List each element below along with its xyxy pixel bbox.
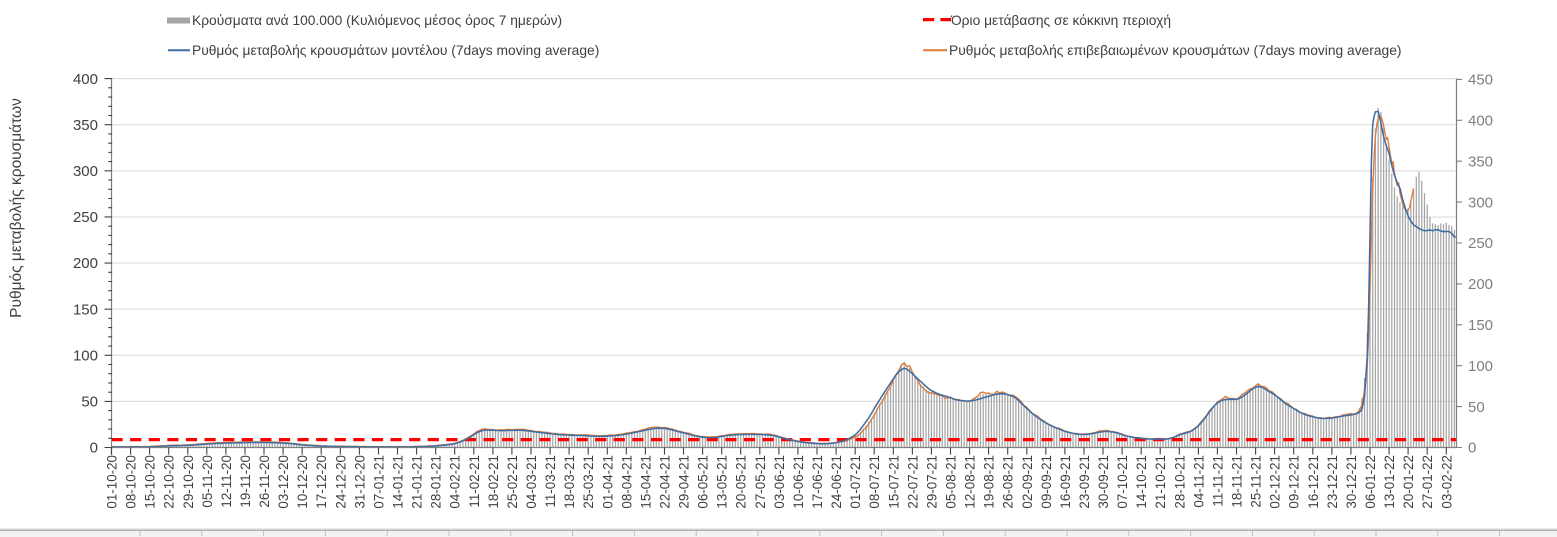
svg-text:11-03-21: 11-03-21 — [543, 455, 558, 508]
svg-text:20-01-22: 20-01-22 — [1401, 455, 1416, 509]
svg-text:Ρυθμός μεταβολής κρουσμάτων: Ρυθμός μεταβολής κρουσμάτων — [8, 98, 25, 318]
svg-text:22-10-20: 22-10-20 — [162, 455, 177, 509]
svg-text:07-01-21: 07-01-21 — [372, 455, 387, 509]
svg-text:50: 50 — [81, 394, 98, 411]
svg-text:01-10-20: 01-10-20 — [105, 455, 120, 509]
svg-text:05-08-21: 05-08-21 — [944, 455, 959, 509]
svg-text:24-12-20: 24-12-20 — [333, 455, 348, 509]
svg-text:02-09-21: 02-09-21 — [1020, 455, 1035, 509]
svg-text:04-11-21: 04-11-21 — [1191, 455, 1206, 508]
svg-text:24-06-21: 24-06-21 — [829, 455, 844, 509]
svg-text:05-11-20: 05-11-20 — [200, 455, 215, 508]
svg-text:29-04-21: 29-04-21 — [677, 455, 692, 509]
svg-text:27-05-21: 27-05-21 — [753, 455, 768, 509]
svg-text:150: 150 — [1468, 317, 1493, 334]
svg-text:25-02-21: 25-02-21 — [505, 455, 520, 509]
svg-text:09-09-21: 09-09-21 — [1039, 455, 1054, 509]
svg-text:15-07-21: 15-07-21 — [886, 455, 901, 509]
svg-text:50: 50 — [1468, 399, 1485, 416]
svg-text:16-12-21: 16-12-21 — [1306, 455, 1321, 509]
svg-text:300: 300 — [73, 163, 98, 180]
svg-text:11-11-21: 11-11-21 — [1210, 455, 1225, 507]
svg-text:22-07-21: 22-07-21 — [905, 455, 920, 509]
svg-text:18-03-21: 18-03-21 — [562, 455, 577, 509]
svg-text:03-06-21: 03-06-21 — [772, 455, 787, 509]
svg-text:02-12-21: 02-12-21 — [1268, 455, 1283, 509]
svg-text:25-03-21: 25-03-21 — [581, 455, 596, 509]
svg-text:10-12-20: 10-12-20 — [295, 455, 310, 509]
svg-text:29-10-20: 29-10-20 — [181, 455, 196, 509]
svg-text:400: 400 — [1468, 113, 1493, 130]
svg-text:17-12-20: 17-12-20 — [314, 455, 329, 509]
svg-text:15-10-20: 15-10-20 — [143, 455, 158, 509]
svg-text:100: 100 — [73, 348, 98, 365]
svg-text:08-07-21: 08-07-21 — [867, 455, 882, 509]
svg-text:27-01-22: 27-01-22 — [1420, 455, 1435, 509]
svg-text:30-12-21: 30-12-21 — [1344, 455, 1359, 509]
svg-text:01-04-21: 01-04-21 — [600, 455, 615, 509]
svg-text:28-10-21: 28-10-21 — [1172, 455, 1187, 509]
svg-text:23-12-21: 23-12-21 — [1325, 455, 1340, 509]
svg-text:100: 100 — [1468, 358, 1493, 375]
svg-text:350: 350 — [1468, 153, 1493, 170]
svg-text:13-05-21: 13-05-21 — [715, 455, 730, 509]
svg-text:Κρούσματα ανά 100.000 (Κυλιόμε: Κρούσματα ανά 100.000 (Κυλιόμενος μέσος … — [192, 13, 562, 28]
svg-text:14-10-21: 14-10-21 — [1134, 455, 1149, 509]
svg-text:31-12-20: 31-12-20 — [352, 455, 367, 509]
svg-text:16-09-21: 16-09-21 — [1058, 455, 1073, 509]
svg-text:Όριο μετάβασης σε κόκκινη περι: Όριο μετάβασης σε κόκκινη περιοχή — [950, 13, 1171, 28]
svg-text:22-04-21: 22-04-21 — [658, 455, 673, 509]
svg-text:Ρυθμός μεταβολής επιβεβαιωμένω: Ρυθμός μεταβολής επιβεβαιωμένων κρουσμάτ… — [949, 43, 1402, 58]
svg-text:11-02-21: 11-02-21 — [467, 455, 482, 508]
svg-text:18-02-21: 18-02-21 — [486, 455, 501, 509]
svg-text:21-10-21: 21-10-21 — [1153, 455, 1168, 509]
svg-text:30-09-21: 30-09-21 — [1096, 455, 1111, 509]
svg-text:13-01-22: 13-01-22 — [1382, 455, 1397, 509]
svg-text:28-01-21: 28-01-21 — [429, 455, 444, 509]
svg-text:Ρυθμός μεταβολής κρουσμάτων μο: Ρυθμός μεταβολής κρουσμάτων μοντέλου (7d… — [192, 43, 599, 58]
svg-text:12-11-20: 12-11-20 — [219, 455, 234, 508]
svg-text:04-02-21: 04-02-21 — [448, 455, 463, 509]
svg-text:200: 200 — [73, 255, 98, 272]
svg-text:200: 200 — [1468, 276, 1493, 293]
svg-text:29-07-21: 29-07-21 — [924, 455, 939, 509]
svg-text:19-08-21: 19-08-21 — [982, 455, 997, 509]
svg-text:12-08-21: 12-08-21 — [963, 455, 978, 509]
svg-text:21-01-21: 21-01-21 — [410, 455, 425, 509]
svg-text:08-10-20: 08-10-20 — [124, 455, 139, 509]
svg-text:14-01-21: 14-01-21 — [391, 455, 406, 509]
svg-text:15-04-21: 15-04-21 — [638, 455, 653, 509]
svg-text:25-11-21: 25-11-21 — [1249, 455, 1264, 508]
svg-text:23-09-21: 23-09-21 — [1077, 455, 1092, 509]
svg-text:26-11-20: 26-11-20 — [257, 455, 272, 508]
svg-text:350: 350 — [73, 117, 98, 134]
svg-text:19-11-20: 19-11-20 — [238, 455, 253, 508]
svg-text:03-02-22: 03-02-22 — [1439, 455, 1454, 509]
svg-text:17-06-21: 17-06-21 — [810, 455, 825, 509]
svg-text:20-05-21: 20-05-21 — [734, 455, 749, 509]
svg-text:26-08-21: 26-08-21 — [1001, 455, 1016, 509]
svg-text:0: 0 — [90, 440, 98, 457]
svg-text:450: 450 — [1468, 72, 1493, 89]
svg-text:250: 250 — [73, 209, 98, 226]
svg-text:07-10-21: 07-10-21 — [1115, 455, 1130, 509]
svg-text:06-01-22: 06-01-22 — [1363, 455, 1378, 509]
svg-text:06-05-21: 06-05-21 — [696, 455, 711, 509]
svg-text:18-11-21: 18-11-21 — [1230, 455, 1245, 508]
svg-text:400: 400 — [73, 71, 98, 88]
svg-text:300: 300 — [1468, 194, 1493, 211]
svg-text:04-03-21: 04-03-21 — [524, 455, 539, 509]
svg-text:01-07-21: 01-07-21 — [848, 455, 863, 509]
svg-text:09-12-21: 09-12-21 — [1287, 455, 1302, 509]
svg-text:03-12-20: 03-12-20 — [276, 455, 291, 509]
svg-text:0: 0 — [1468, 440, 1476, 457]
svg-text:10-06-21: 10-06-21 — [791, 455, 806, 509]
svg-text:150: 150 — [73, 301, 98, 318]
svg-text:08-04-21: 08-04-21 — [619, 455, 634, 509]
svg-text:250: 250 — [1468, 235, 1493, 252]
